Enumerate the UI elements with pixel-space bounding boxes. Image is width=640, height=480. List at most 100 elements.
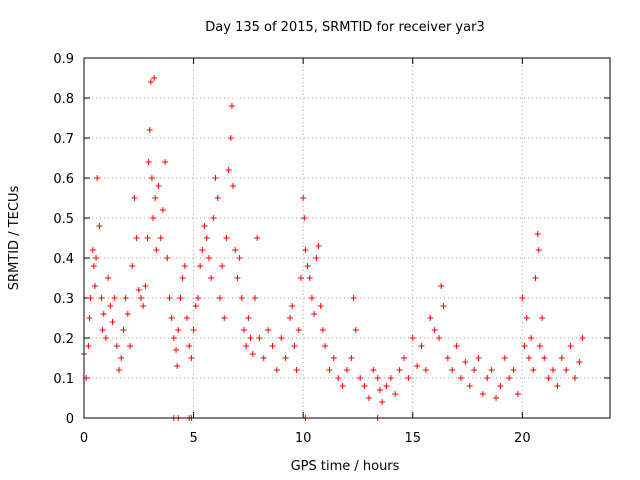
data-point	[536, 343, 543, 349]
data-point	[260, 355, 267, 361]
y-tick-label: 0.2	[53, 332, 74, 347]
y-tick-label: 0.8	[53, 92, 74, 107]
data-point	[145, 159, 152, 165]
data-point	[422, 367, 429, 373]
data-point	[120, 327, 127, 333]
plot-frame	[83, 57, 611, 419]
data-point	[265, 327, 272, 333]
data-point	[291, 343, 298, 349]
data-point	[289, 303, 296, 309]
data-point	[493, 395, 500, 401]
data-point	[530, 367, 537, 373]
tick-labels: 0 0.1 0.2 0.3 0.4 0.5 0.6 0.7 0.8 0.9 0 5 10 15 20	[53, 52, 530, 446]
data-point	[304, 263, 311, 269]
data-point	[365, 395, 372, 401]
x-tick-label: 15	[404, 431, 421, 446]
data-point	[232, 247, 239, 253]
data-point	[567, 343, 574, 349]
data-point	[563, 367, 570, 373]
data-point	[90, 263, 97, 269]
data-point	[122, 295, 129, 301]
data-point	[107, 303, 114, 309]
data-point	[184, 315, 191, 321]
data-point	[153, 247, 160, 253]
data-point	[335, 375, 342, 381]
data-point	[179, 275, 186, 281]
x-tick-label: 20	[514, 431, 531, 446]
data-point	[142, 283, 149, 289]
y-tick-label: 0	[66, 412, 74, 427]
x-tick-label: 10	[295, 431, 312, 446]
data-point	[251, 295, 258, 301]
data-point	[216, 295, 223, 301]
data-point	[348, 355, 355, 361]
data-point	[174, 363, 181, 369]
data-point	[466, 383, 473, 389]
data-point	[135, 287, 142, 293]
chart-title: Day 135 of 2015, SRMTID for receiver yar…	[205, 20, 484, 35]
data-point	[170, 335, 177, 341]
data-point	[227, 135, 234, 141]
data-point	[203, 235, 210, 241]
data-points	[81, 75, 586, 421]
data-point	[225, 167, 232, 173]
data-point	[409, 335, 416, 341]
data-point	[205, 255, 212, 261]
data-point	[302, 247, 309, 253]
data-point	[129, 263, 136, 269]
data-point	[109, 319, 116, 325]
y-tick-label: 0.4	[53, 252, 74, 267]
data-point	[91, 283, 98, 289]
data-point	[157, 235, 164, 241]
data-point	[545, 375, 552, 381]
data-point	[102, 335, 109, 341]
data-point	[550, 367, 557, 373]
data-point	[579, 335, 586, 341]
data-point	[295, 327, 302, 333]
data-point	[414, 363, 421, 369]
data-point	[177, 295, 184, 301]
data-point	[155, 183, 162, 189]
data-point	[532, 275, 539, 281]
data-point	[175, 327, 182, 333]
data-point	[236, 255, 243, 261]
data-point	[105, 275, 112, 281]
data-point	[269, 343, 276, 349]
data-point	[383, 383, 390, 389]
y-axis-label: SRMTID / TECUs	[7, 186, 22, 291]
data-point	[400, 355, 407, 361]
data-point	[293, 367, 300, 373]
data-point	[521, 343, 528, 349]
data-point	[93, 255, 100, 261]
data-point	[254, 235, 261, 241]
data-point	[96, 223, 103, 229]
data-point	[159, 207, 166, 213]
data-point	[528, 335, 535, 341]
data-point	[243, 343, 250, 349]
data-point	[194, 295, 201, 301]
data-point	[186, 343, 193, 349]
data-point	[113, 343, 120, 349]
data-point	[457, 375, 464, 381]
data-point	[440, 303, 447, 309]
data-point	[89, 247, 96, 253]
data-point	[558, 355, 565, 361]
data-point	[322, 343, 329, 349]
data-point	[214, 195, 221, 201]
data-point	[99, 327, 106, 333]
data-point	[221, 315, 228, 321]
data-point	[162, 159, 169, 165]
data-point	[111, 295, 118, 301]
data-point	[164, 255, 171, 261]
data-point	[376, 387, 383, 393]
y-tick-label: 0.3	[53, 292, 74, 307]
data-point	[137, 295, 144, 301]
data-point	[85, 343, 92, 349]
data-point	[387, 375, 394, 381]
y-tick-label: 0.6	[53, 172, 74, 187]
data-point	[173, 347, 180, 353]
x-tick-label: 0	[80, 431, 88, 446]
data-point	[223, 235, 230, 241]
data-point	[488, 367, 495, 373]
